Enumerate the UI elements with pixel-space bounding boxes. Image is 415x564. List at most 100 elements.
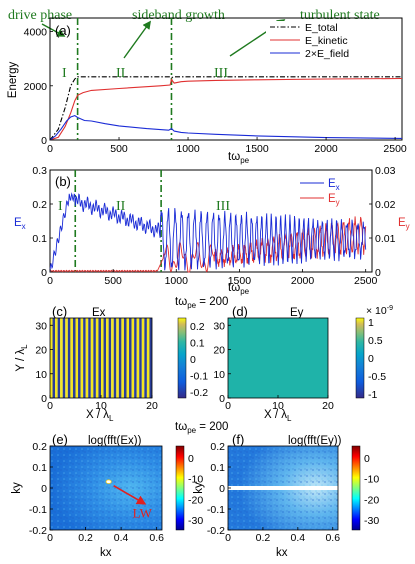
panel-d-xlabel: X / λL [264, 409, 292, 423]
panel-c-ytick-label: 30 [35, 320, 47, 332]
panel-c-xlabel: X / λL [86, 409, 114, 423]
panel-c-ytick-label: 10 [35, 369, 47, 381]
panel-f-ytick-label: -0.1 [207, 504, 225, 516]
panel-f-colorbar-label: -10 [364, 474, 379, 486]
panel-f-colorbar [351, 445, 361, 531]
panel-a-xtick-label: 0 [47, 143, 53, 155]
panel-f-ytick-label: 0.1 [210, 462, 225, 474]
panel-b-xtick-label: 2500 [354, 275, 378, 287]
panel-c-stripe-positive [80, 318, 84, 398]
panel-f-ytick-label: 0 [219, 483, 225, 495]
panel-a-series-total [49, 76, 402, 141]
panel-f-xtick-label: 0 [225, 532, 231, 544]
panel-b-ytick-right-label: 0.02 [375, 199, 396, 211]
panel-a-xtick-label: 500 [110, 143, 128, 155]
panel-c-stripe-positive [121, 318, 124, 398]
annotation-turbulent-state: turbulent state [300, 8, 380, 23]
panel-c-colorbar [177, 317, 187, 399]
legend-label-total: E_total [305, 22, 338, 34]
panel-f-zero-line [228, 486, 338, 490]
panel-e-label: (e) [52, 432, 68, 447]
panel-a-label: (a) [55, 23, 71, 38]
panel-b-xtick-label: 2000 [291, 275, 315, 287]
panel-d-ytick-label: 0 [219, 393, 225, 405]
panel-c-stripe-negative [108, 318, 112, 398]
panel-d-ytick-label: 20 [213, 345, 225, 357]
panel-c-stripe-negative [149, 318, 152, 398]
panel-f-ytick-label: -0.2 [207, 525, 225, 537]
panel-e-ytick-label: 0.1 [32, 462, 47, 474]
panel-c-stripe-negative [52, 318, 56, 398]
panel-c-stripe-positive [65, 318, 68, 398]
panel-c-xtick-label: 10 [95, 400, 107, 412]
panel-a-series-field [49, 114, 403, 141]
panel-c-colorbar-label: 0.2 [190, 321, 205, 333]
panel-c-stripe-positive [90, 318, 94, 398]
panel-a-ytick-label: 4000 [24, 27, 48, 39]
legend-label-ex: Ex [328, 178, 340, 192]
panel-e-peak-marker [105, 479, 112, 484]
panel-a-xtick-label: 1500 [245, 143, 269, 155]
panel-f-xtick-label: 0.4 [291, 532, 306, 544]
panel-e-xtick-label: 0 [47, 532, 53, 544]
panel-a-xtick-label: 2000 [314, 143, 338, 155]
panel-a-series-kinetic [49, 77, 403, 141]
panel-c-stripe-positive [55, 318, 58, 398]
panel-e-ytick-label: 0.2 [32, 441, 47, 453]
panel-b-xtick-label: 1500 [228, 275, 252, 287]
panel-b-ytick-left-label: 0 [41, 267, 47, 279]
panel-c-stripe-negative [72, 318, 76, 398]
panel-c-heatmap [50, 318, 152, 398]
panel-e-ytick-label: 0 [41, 483, 47, 495]
panel-b-xtick-label: 500 [104, 275, 122, 287]
panel-c-stripe-positive [146, 318, 150, 398]
panel-f-label: (f) [232, 432, 244, 447]
panel-d-colorbar-label: 0.5 [368, 335, 383, 347]
panel-c-colorbar-label: 0.1 [190, 338, 205, 350]
panel-c-stripe-negative [123, 318, 127, 398]
panel-e-colorbar-label: -20 [188, 494, 203, 506]
panel-b-xtick-label: 1000 [165, 275, 189, 287]
panel-f-ylabel: ky [193, 482, 205, 494]
panel-b-series-ey [49, 216, 367, 273]
panel-c-stripe-positive [106, 318, 109, 398]
panel-e-xtick-label: 0.4 [114, 532, 129, 544]
panel-b-frame [49, 169, 373, 273]
panel-e-lw-label: LW [133, 506, 153, 521]
panel-e-lw-arrow [113, 485, 147, 505]
panel-c-stripe-positive [50, 318, 53, 398]
panel-d-colorbar-label: -1 [368, 389, 377, 401]
panel-c-stripe-negative [139, 318, 142, 398]
panel-c-stripe-negative [57, 318, 61, 398]
panel-e-fft-ex-map: tωpe = 200 (e) log(fft(Ex)) LW 0 -10 -20 -3… [11, 421, 228, 559]
panel-d-xtick-label: 20 [322, 400, 334, 412]
panel-c-stripe-positive [75, 318, 79, 398]
panel-c-ytick-label: 20 [35, 345, 47, 357]
panel-f-colorbar-label: 0 [364, 453, 370, 465]
panel-c-stripe-negative [67, 318, 71, 398]
panel-a-xtick-label: 2500 [383, 143, 407, 155]
panel-e-colorbar [175, 445, 185, 531]
panel-c-ex-map: (c) Ex tωpe = 200 0.20.10-0.1-0.2 0 10 20 … [15, 296, 228, 423]
annotation-sideband-growth: sideband growth [132, 8, 225, 23]
panel-b-phase-2: II [116, 199, 126, 214]
panel-c-stripe-negative [83, 318, 86, 398]
panel-e-ylabel: ky [11, 482, 23, 494]
panel-f-xlabel: kx [276, 547, 288, 559]
panel-c-colorbar-label: -0.1 [190, 371, 208, 383]
panel-e-xtick-label: 0.2 [78, 532, 93, 544]
panel-b-ytick-left-label: 0.2 [32, 199, 47, 211]
panel-c-ylabel: Y / λL [15, 344, 29, 372]
panel-c-stripe-negative [103, 318, 107, 398]
panel-c-stripe-positive [60, 318, 63, 398]
panel-c-stripe-positive [101, 318, 104, 398]
panel-c-stripe-positive [131, 318, 135, 398]
panel-e-heatmap-texture [50, 446, 162, 530]
panel-b-series-ex [49, 192, 367, 273]
panel-d-colorbar-label: 1 [368, 317, 374, 329]
panel-d-title: Ey [290, 307, 304, 319]
panel-c-label: (c) [52, 304, 67, 319]
panel-c-stripe-negative [118, 318, 122, 398]
panel-b-ylabel-right: Ey [398, 217, 410, 231]
